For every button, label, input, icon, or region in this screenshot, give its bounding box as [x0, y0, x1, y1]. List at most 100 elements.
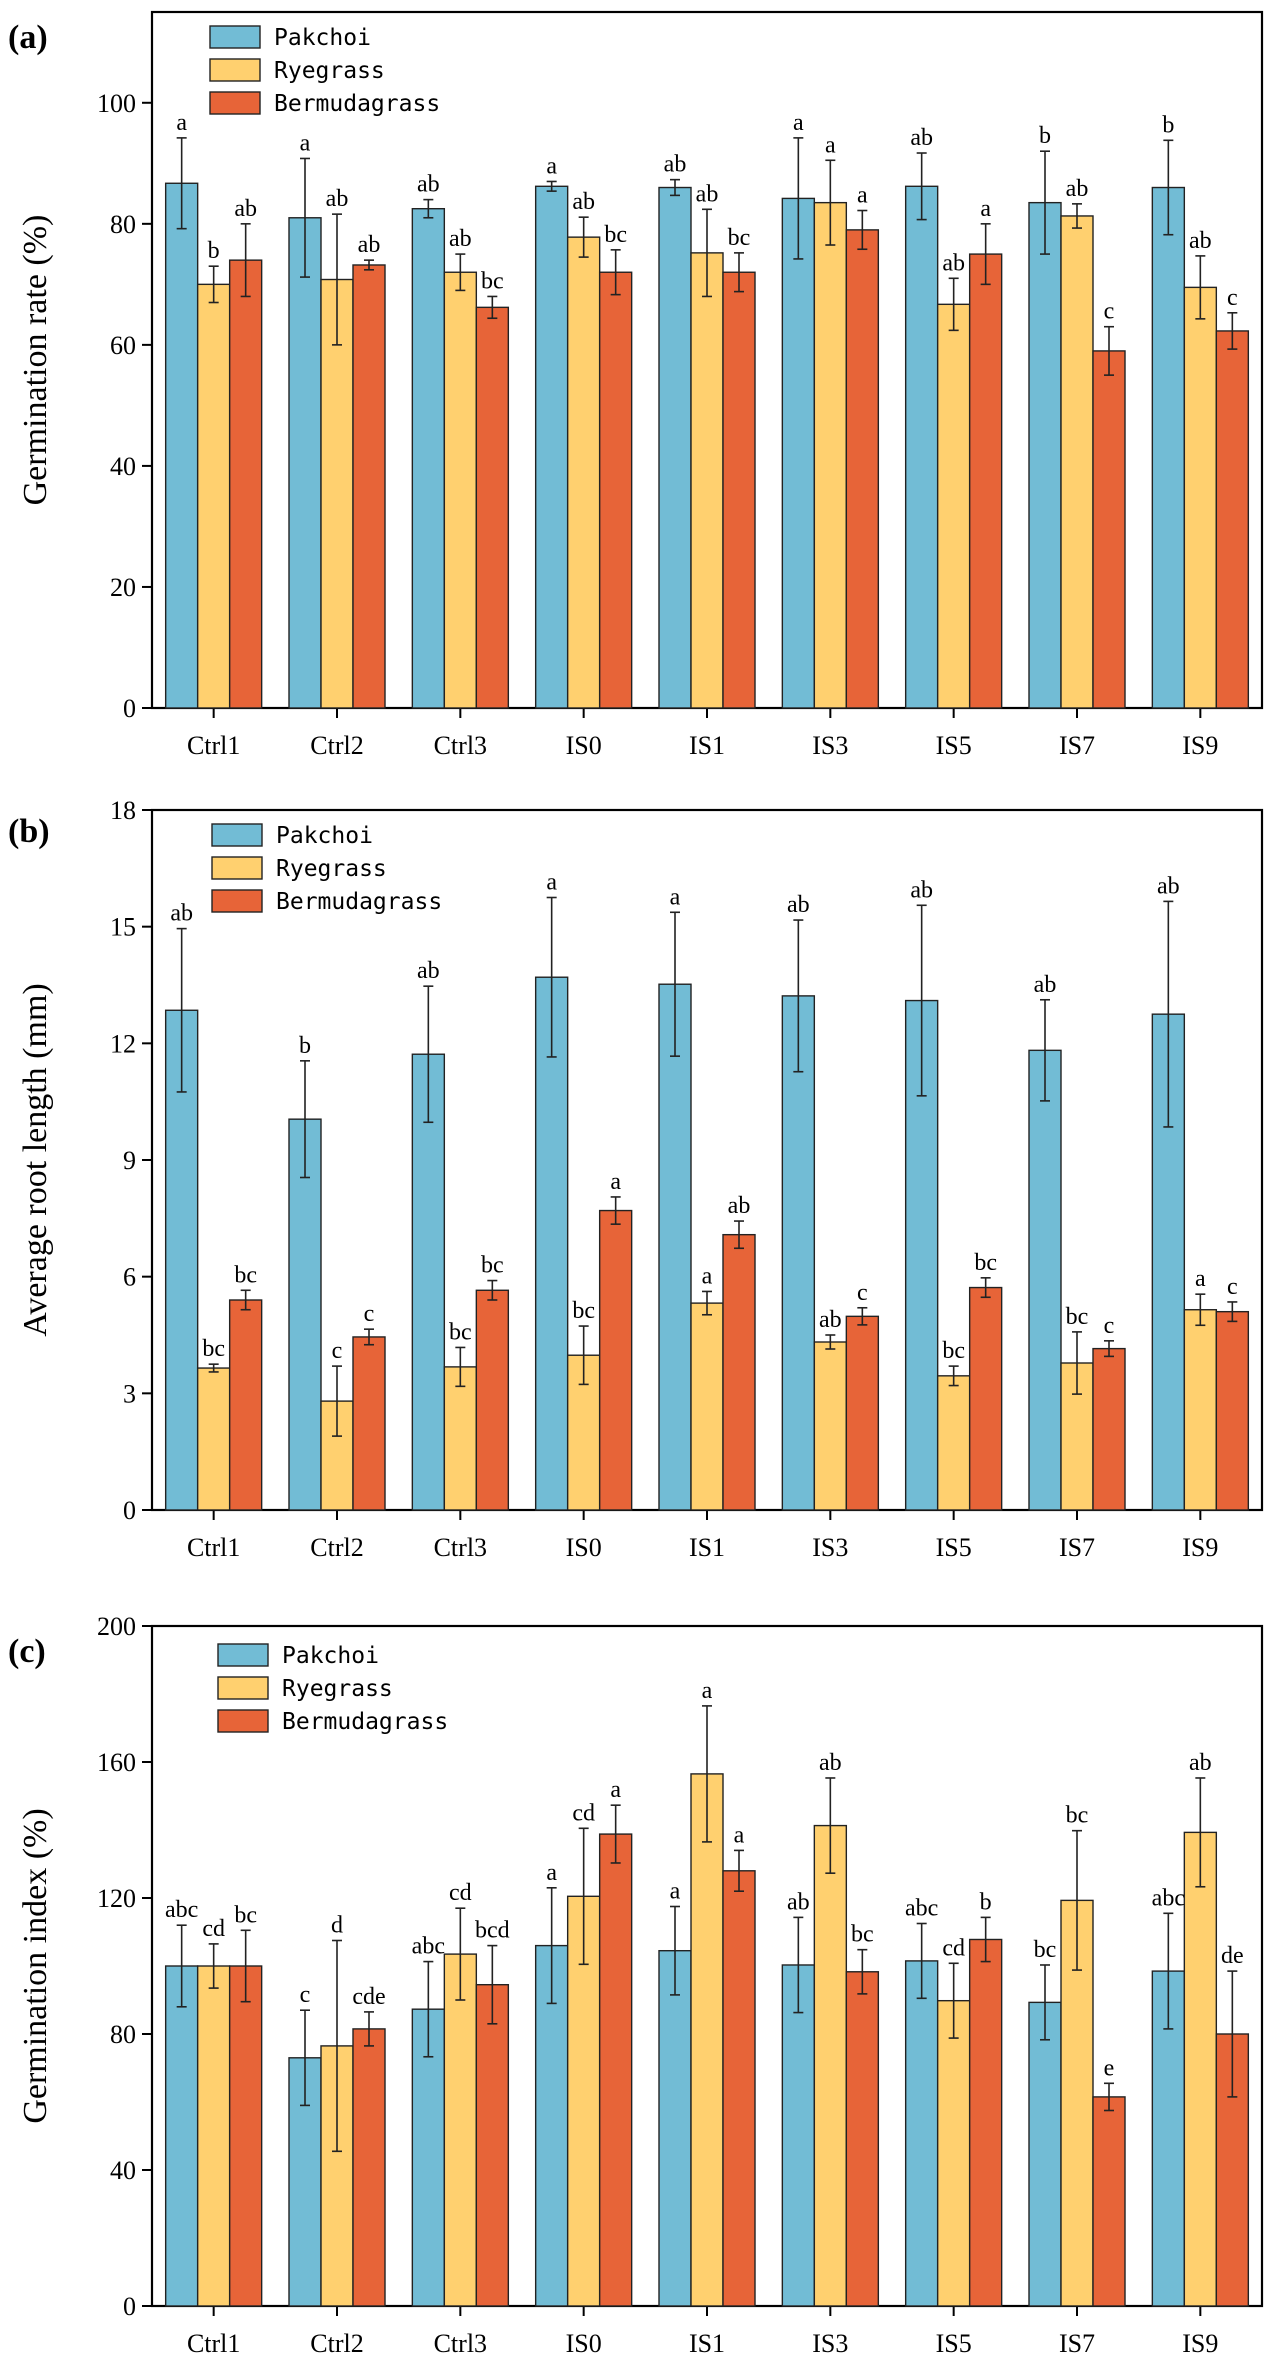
significance-letter: c	[1227, 1274, 1238, 1300]
bar	[968, 1286, 1003, 1511]
bar	[690, 252, 724, 709]
significance-letter: bc	[234, 1902, 257, 1928]
x-tick-label: IS9	[1182, 2329, 1218, 2358]
significance-letter: cd	[942, 1935, 965, 1961]
y-axis-title: Average root length (mm)	[17, 983, 54, 1336]
legend-swatch	[217, 1643, 269, 1667]
bar	[936, 303, 971, 709]
significance-letter: abc	[905, 1896, 938, 1922]
y-tick-label: 120	[97, 1884, 136, 1913]
bar	[598, 1209, 633, 1511]
bar	[1092, 350, 1126, 709]
bar	[1028, 201, 1062, 709]
legend-label: Ryegrass	[276, 856, 387, 882]
bar	[164, 182, 199, 709]
y-tick-label: 40	[110, 452, 136, 481]
significance-letter: ab	[572, 189, 595, 215]
bar	[813, 1824, 848, 2307]
legend-label: Bermudagrass	[276, 889, 442, 915]
significance-letter: a	[702, 1678, 713, 1704]
panel-label: (c)	[8, 1633, 46, 1670]
bar	[566, 236, 601, 709]
x-tick-label: IS7	[1059, 2329, 1095, 2358]
x-tick-label: IS5	[936, 1533, 972, 1562]
significance-letter: bc	[1034, 1937, 1057, 1963]
significance-letter: ab	[664, 152, 687, 178]
legend-swatch	[211, 889, 263, 913]
bar	[1215, 330, 1250, 709]
significance-letter: a	[546, 1860, 557, 1886]
bar	[1215, 1310, 1250, 1511]
significance-letter: ab	[417, 958, 440, 984]
significance-letter: bc	[481, 268, 504, 294]
significance-letter: a	[546, 153, 557, 179]
bar	[1092, 1347, 1126, 1511]
significance-letter: a	[793, 110, 804, 136]
x-tick-label: IS9	[1182, 731, 1218, 760]
significance-letter: a	[980, 196, 991, 222]
legend-label: Ryegrass	[282, 1676, 393, 1702]
x-tick-label: Ctrl1	[187, 731, 240, 760]
bar	[1151, 186, 1186, 709]
y-tick-label: 18	[110, 796, 136, 825]
x-tick-label: Ctrl2	[310, 1533, 363, 1562]
x-tick-label: Ctrl2	[310, 2329, 363, 2358]
bar	[968, 1938, 1003, 2307]
significance-letter: ab	[819, 1307, 842, 1333]
significance-letter: c	[1104, 299, 1115, 325]
significance-letter: bc	[604, 222, 627, 248]
significance-letter: b	[208, 238, 220, 264]
x-tick-label: IS7	[1059, 1533, 1095, 1562]
bar	[781, 995, 816, 1511]
significance-letter: a	[610, 1777, 621, 1803]
bar	[1092, 2096, 1126, 2307]
legend-swatch	[211, 856, 263, 880]
y-tick-label: 40	[110, 2156, 136, 2185]
legend-swatch	[217, 1676, 269, 1700]
bar	[1183, 286, 1218, 709]
legend-label: Pakchoi	[276, 823, 373, 849]
bar	[1028, 1049, 1062, 1511]
x-tick-label: IS1	[689, 731, 725, 760]
x-tick-label: Ctrl3	[434, 2329, 487, 2358]
bar	[228, 1965, 263, 2307]
significance-letter: bc	[449, 1319, 472, 1345]
bar	[288, 217, 322, 709]
significance-letter: bc	[234, 1262, 257, 1288]
legend-label: Ryegrass	[274, 58, 385, 84]
legend-swatch	[211, 823, 263, 847]
significance-letter: ab	[1189, 228, 1212, 254]
significance-letter: c	[364, 1301, 375, 1327]
x-tick-label: IS0	[566, 731, 602, 760]
bar	[196, 1367, 231, 1511]
significance-letter: a	[300, 130, 311, 156]
significance-letter: ab	[942, 250, 965, 276]
bar	[690, 1773, 724, 2307]
panel-label: (a)	[8, 19, 48, 56]
significance-letter: b	[980, 1889, 992, 1915]
x-tick-label: Ctrl3	[434, 731, 487, 760]
y-axis-title: Germination index (%)	[17, 1808, 54, 2123]
bar	[936, 1375, 971, 1511]
significance-letter: cde	[352, 1984, 385, 2010]
bar	[475, 1289, 510, 1511]
bar	[813, 201, 848, 709]
x-tick-label: Ctrl1	[187, 1533, 240, 1562]
bar	[781, 197, 816, 709]
significance-letter: bc	[942, 1338, 965, 1364]
legend-label: Bermudagrass	[282, 1709, 448, 1735]
significance-letter: ab	[819, 1750, 842, 1776]
significance-letter: ab	[910, 125, 933, 151]
bar	[196, 1965, 231, 2307]
significance-letter: a	[670, 884, 681, 910]
legend-swatch	[217, 1709, 269, 1733]
x-tick-label: IS5	[936, 2329, 972, 2358]
bar	[411, 207, 446, 709]
significance-letter: bc	[202, 1336, 225, 1362]
x-tick-label: IS5	[936, 731, 972, 760]
significance-letter: a	[734, 1822, 745, 1848]
bar	[352, 264, 386, 709]
significance-letter: ab	[358, 232, 381, 258]
bar	[164, 1009, 199, 1511]
y-tick-label: 80	[110, 210, 136, 239]
